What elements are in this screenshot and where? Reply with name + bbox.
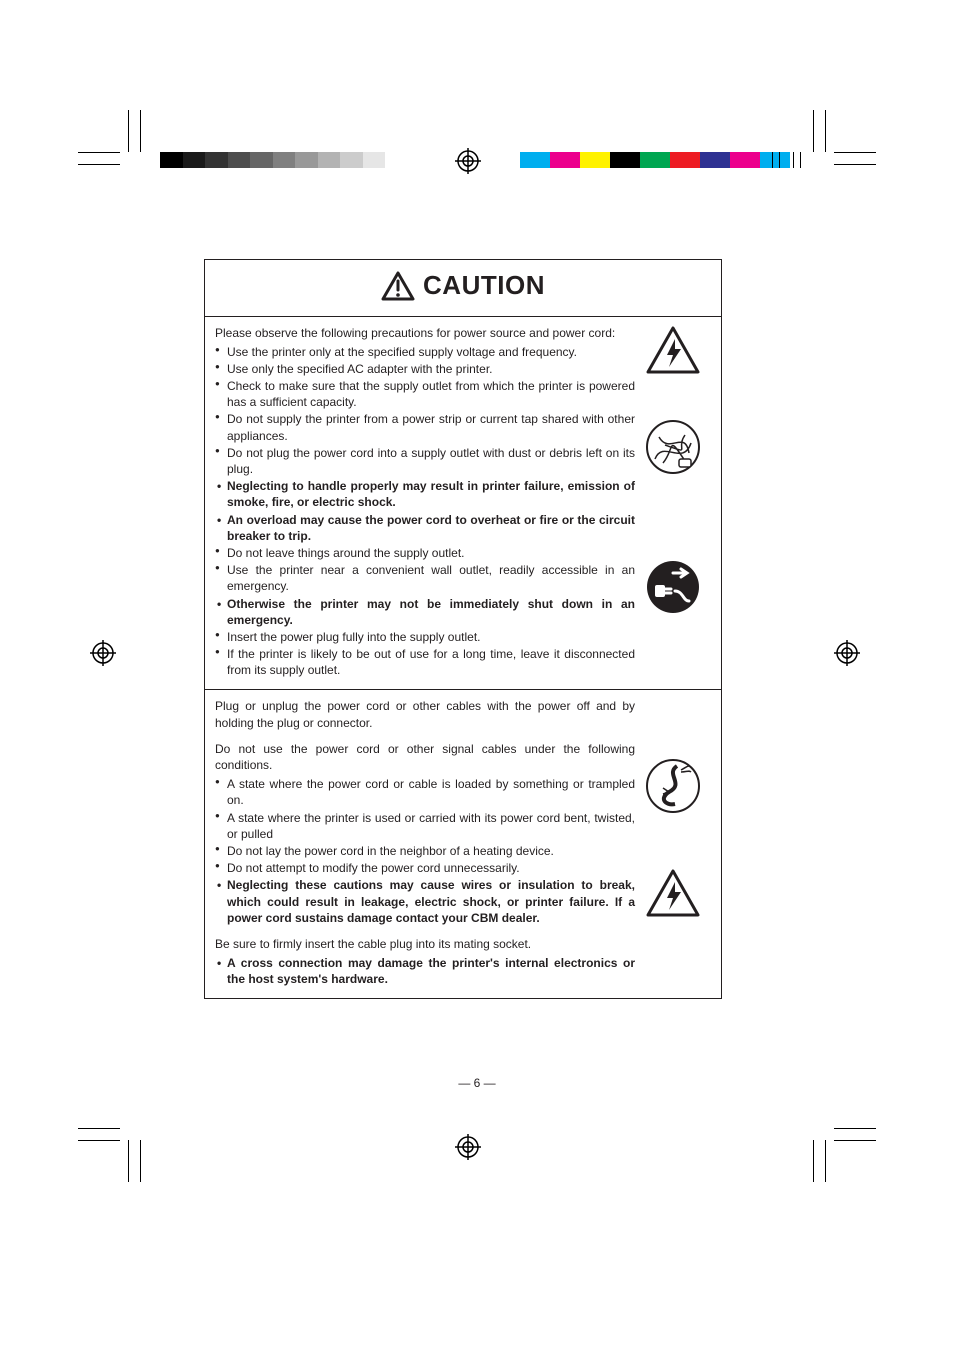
hazard-bolt-icon bbox=[645, 325, 701, 379]
warning-item: Otherwise the printer may not be immedia… bbox=[215, 596, 635, 628]
registration-mark-left bbox=[90, 640, 116, 666]
bullet-item: Use the printer only at the specified su… bbox=[215, 344, 635, 360]
unplug-icon bbox=[645, 559, 701, 619]
color-swatch bbox=[610, 152, 640, 168]
bullet-item: A state where the power cord or cable is… bbox=[215, 776, 635, 808]
color-swatch bbox=[550, 152, 580, 168]
bullet-item: Use the printer near a convenient wall o… bbox=[215, 562, 635, 594]
registration-mark-icon bbox=[834, 640, 860, 666]
caution-box: CAUTION Please observe the following pre… bbox=[204, 259, 722, 999]
grayscale-swatch bbox=[228, 152, 251, 168]
grayscale-swatch bbox=[318, 152, 341, 168]
registration-mark-right bbox=[834, 640, 860, 666]
bullet-item: Do not attempt to modify the power cord … bbox=[215, 860, 635, 876]
warning-item: A cross connection may damage the printe… bbox=[215, 955, 635, 987]
section-icons bbox=[645, 698, 711, 988]
section-cord-handling: Plug or unplug the power cord or other c… bbox=[205, 690, 721, 998]
paragraph: Plug or unplug the power cord or other c… bbox=[215, 698, 635, 730]
bullet-item: Do not leave things around the supply ou… bbox=[215, 545, 635, 561]
color-swatch bbox=[670, 152, 700, 168]
bullet-item: If the printer is likely to be out of us… bbox=[215, 646, 635, 678]
color-swatch bbox=[580, 152, 610, 168]
registration-mark-top bbox=[455, 148, 481, 174]
section-power-source: Please observe the following precautions… bbox=[205, 317, 721, 691]
grayscale-swatch bbox=[273, 152, 296, 168]
warning-item: Neglecting these cautions may cause wire… bbox=[215, 877, 635, 926]
warning-item: Neglecting to handle properly may result… bbox=[215, 478, 635, 510]
bullet-item: Check to make sure that the supply outle… bbox=[215, 378, 635, 410]
color-swatch bbox=[640, 152, 670, 168]
grayscale-bar bbox=[160, 152, 385, 168]
intro-text: Please observe the following precautions… bbox=[215, 325, 635, 341]
grayscale-swatch bbox=[183, 152, 206, 168]
color-swatch bbox=[700, 152, 730, 168]
grayscale-swatch bbox=[205, 152, 228, 168]
color-swatch bbox=[520, 152, 550, 168]
grayscale-swatch bbox=[160, 152, 183, 168]
grayscale-swatch bbox=[250, 152, 273, 168]
caution-title: CAUTION bbox=[423, 270, 545, 301]
bullet-item: Do not lay the power cord in the neighbo… bbox=[215, 843, 635, 859]
bullet-item: A state where the printer is used or car… bbox=[215, 810, 635, 842]
warning-item: An overload may cause the power cord to … bbox=[215, 512, 635, 544]
tangled-cord-icon bbox=[645, 419, 701, 479]
color-swatch bbox=[730, 152, 760, 168]
registration-mark-icon bbox=[455, 148, 481, 174]
registration-mark-icon bbox=[455, 1134, 481, 1160]
printer-marks-top bbox=[0, 152, 954, 186]
page-number: — 6 — bbox=[0, 1076, 954, 1090]
document-page: CAUTION Please observe the following pre… bbox=[0, 0, 954, 1351]
section-text: Plug or unplug the power cord or other c… bbox=[215, 698, 635, 988]
grayscale-swatch bbox=[295, 152, 318, 168]
section-icons bbox=[645, 325, 711, 680]
frayed-cord-icon bbox=[645, 758, 701, 818]
section-text: Please observe the following precautions… bbox=[215, 325, 635, 680]
bullet-item: Use only the specified AC adapter with t… bbox=[215, 361, 635, 377]
caution-header: CAUTION bbox=[205, 260, 721, 317]
registration-mark-bottom bbox=[455, 1134, 481, 1160]
slug-lines bbox=[772, 152, 802, 168]
paragraph: Be sure to firmly insert the cable plug … bbox=[215, 936, 635, 952]
grayscale-swatch bbox=[340, 152, 363, 168]
bullet-item: Do not plug the power cord into a supply… bbox=[215, 445, 635, 477]
registration-mark-icon bbox=[90, 640, 116, 666]
color-bar bbox=[520, 152, 790, 168]
bullet-item: Do not supply the printer from a power s… bbox=[215, 411, 635, 443]
hazard-bolt-icon bbox=[645, 868, 701, 922]
grayscale-swatch bbox=[363, 152, 386, 168]
caution-triangle-icon bbox=[381, 271, 415, 301]
bullet-item: Insert the power plug fully into the sup… bbox=[215, 629, 635, 645]
paragraph: Do not use the power cord or other signa… bbox=[215, 741, 635, 773]
